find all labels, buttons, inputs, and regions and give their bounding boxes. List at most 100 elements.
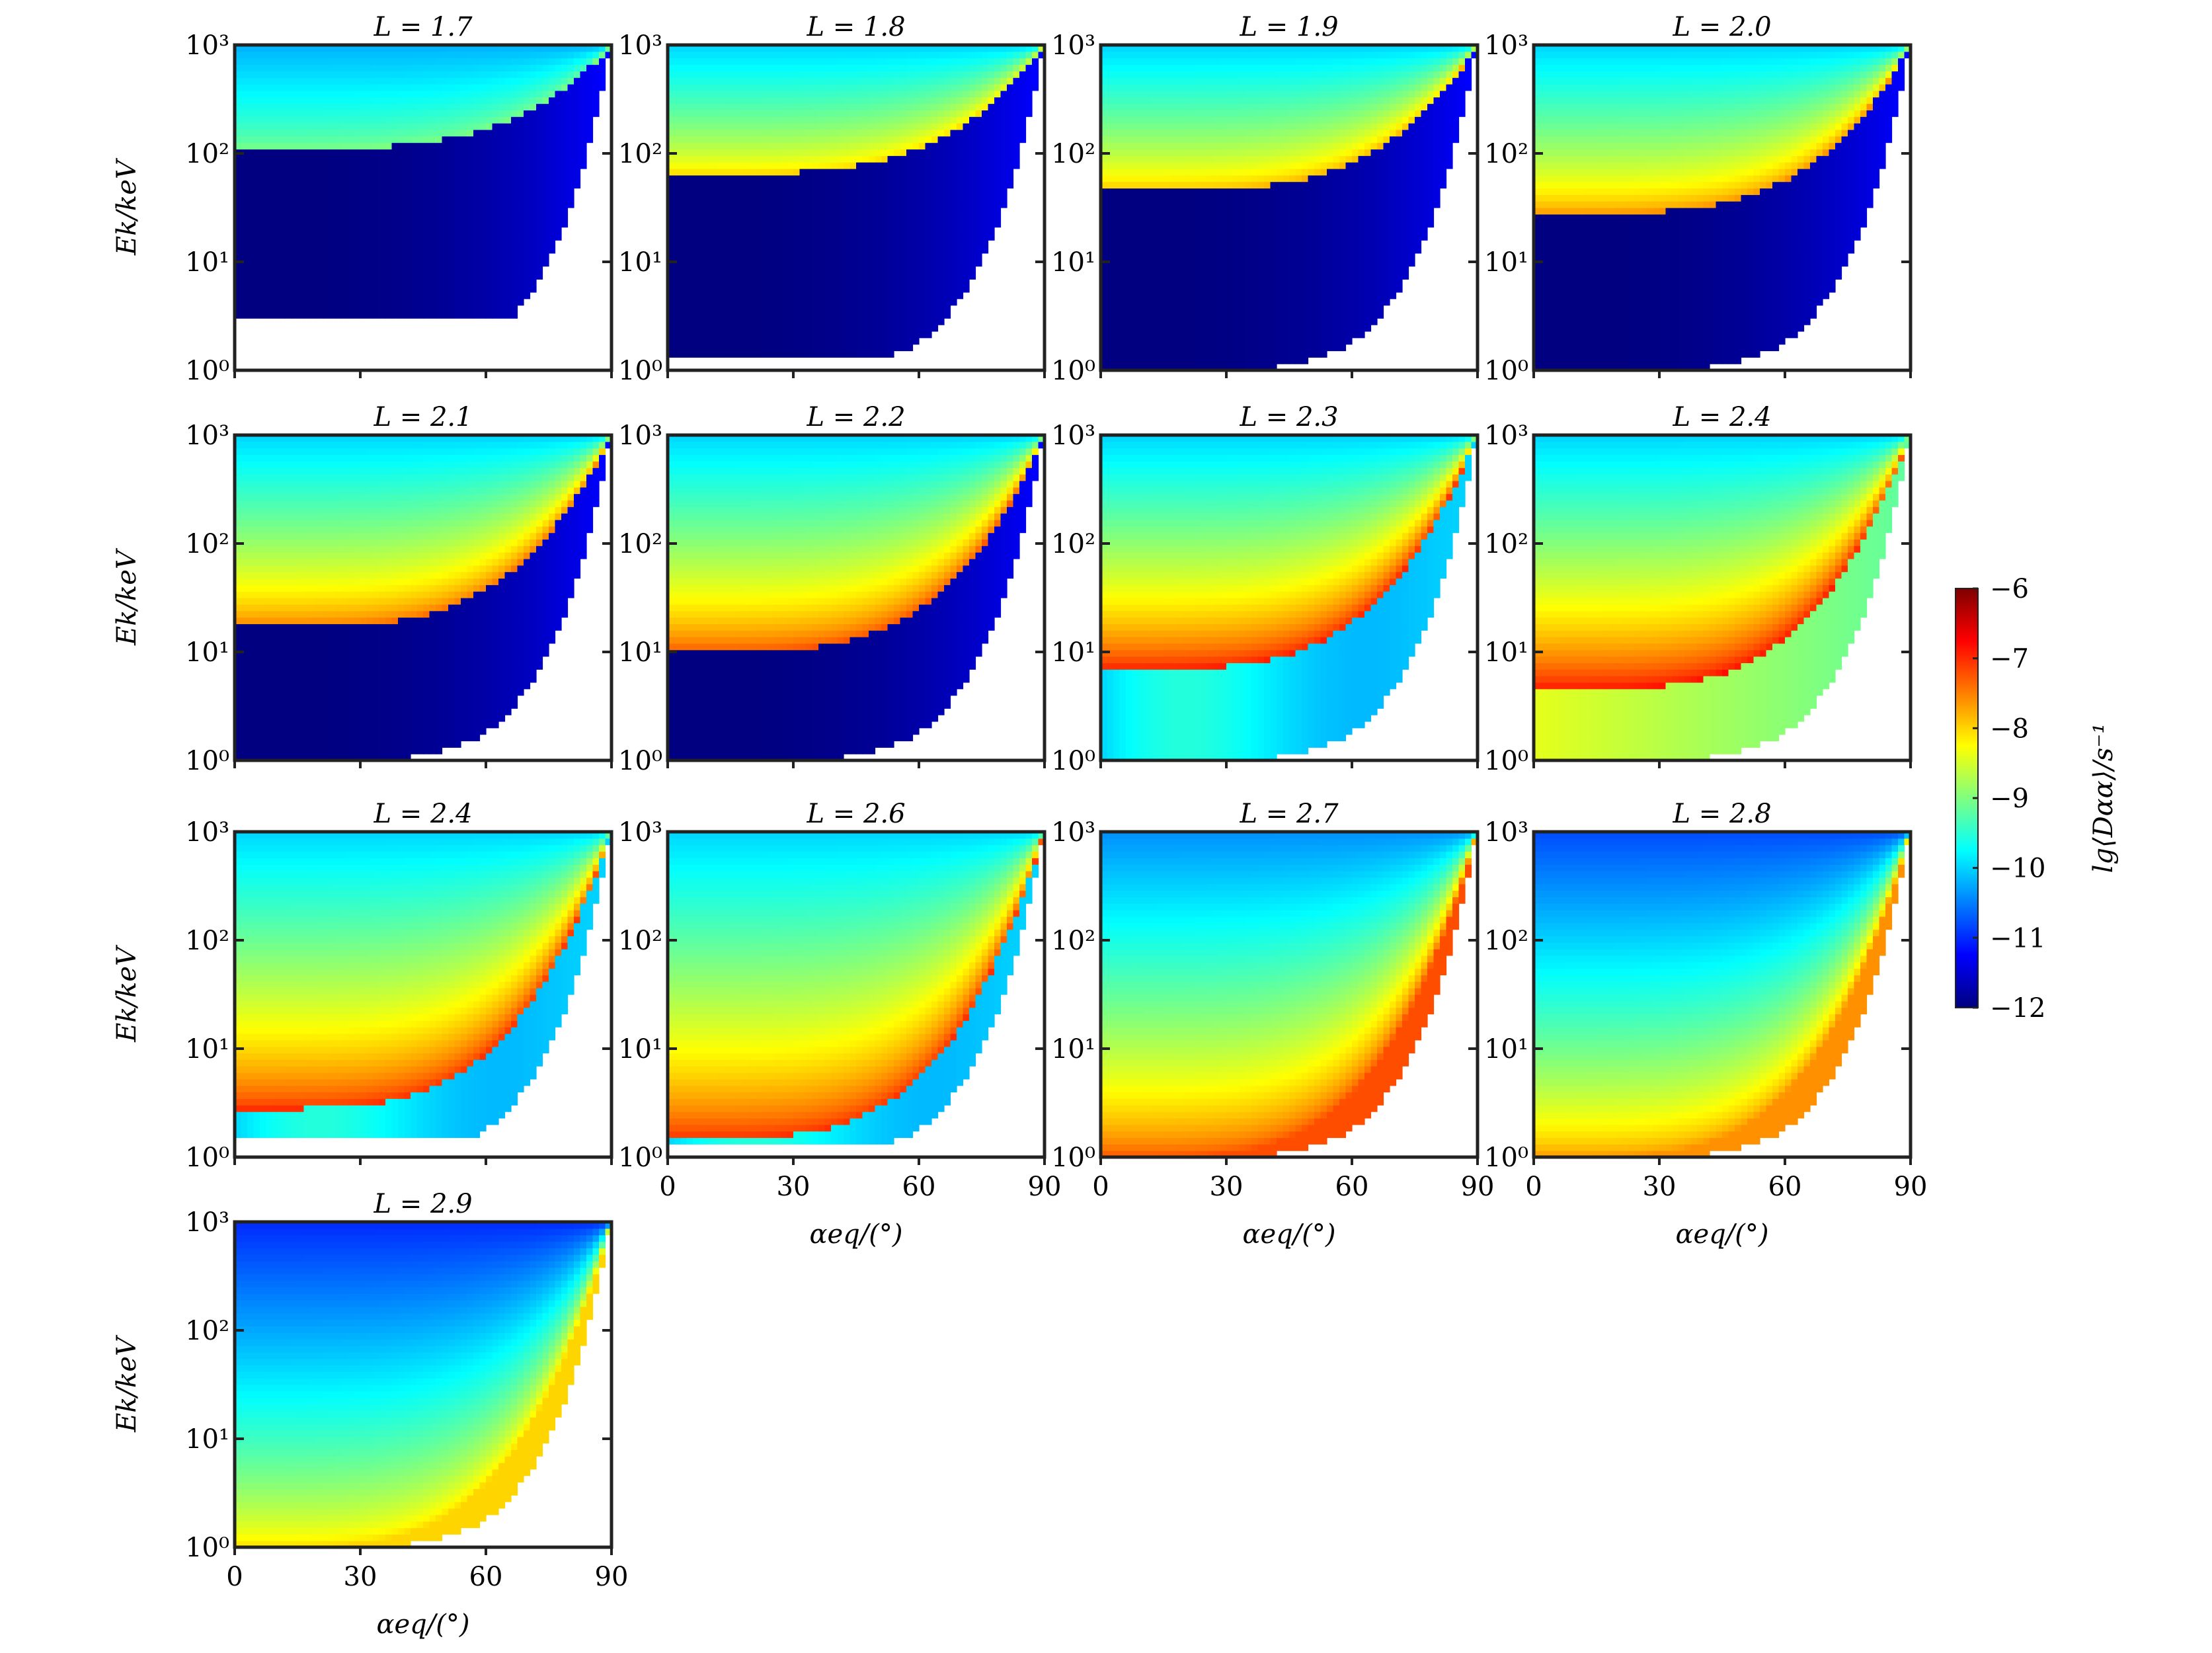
heatmap-cell — [354, 194, 361, 201]
heatmap-cell — [963, 175, 970, 182]
heatmap-cell — [335, 208, 342, 214]
heatmap-cell — [1026, 77, 1033, 84]
heatmap-cell — [398, 188, 405, 194]
heatmap-cell — [436, 110, 442, 116]
heatmap-cell — [881, 331, 888, 338]
heatmap-cell — [329, 260, 336, 266]
heatmap-cell — [976, 110, 982, 116]
heatmap-cell — [436, 247, 442, 253]
heatmap-cell — [1007, 52, 1013, 58]
heatmap-cell — [266, 169, 273, 175]
heatmap-cell — [323, 91, 329, 97]
heatmap-cell — [1120, 208, 1126, 214]
heatmap-cell — [888, 325, 894, 331]
heatmap-cell — [963, 182, 970, 188]
heatmap-cell — [900, 84, 907, 91]
heatmap-cell — [480, 233, 487, 240]
heatmap-cell — [423, 155, 430, 162]
heatmap-cell — [373, 253, 379, 260]
heatmap-cell — [731, 318, 737, 325]
heatmap-cell — [549, 123, 555, 130]
heatmap-cell — [367, 188, 374, 194]
heatmap-cell — [518, 149, 524, 155]
heatmap-cell — [674, 169, 681, 175]
heatmap-cell — [750, 350, 756, 357]
heatmap-cell — [756, 260, 762, 266]
heatmap-cell — [385, 104, 392, 110]
heatmap-cell — [360, 208, 367, 214]
heatmap-cell — [292, 71, 298, 77]
heatmap-cell — [254, 58, 260, 65]
heatmap-cell — [856, 123, 863, 130]
heatmap-cell — [938, 260, 945, 266]
heatmap-cell — [731, 221, 737, 227]
heatmap-cell — [473, 266, 480, 273]
heatmap-cell — [292, 221, 298, 227]
heatmap-cell — [392, 266, 399, 273]
heatmap-cell — [743, 208, 750, 214]
heatmap-cell — [743, 71, 750, 77]
heatmap-cell — [762, 104, 769, 110]
heatmap-cell — [272, 52, 279, 58]
heatmap-cell — [530, 136, 537, 143]
heatmap-cell — [712, 305, 719, 312]
heatmap-cell — [342, 116, 348, 123]
heatmap-cell — [756, 149, 762, 155]
heatmap-cell — [888, 130, 894, 136]
heatmap-cell — [737, 91, 744, 97]
heatmap-cell — [467, 182, 474, 188]
heatmap-cell — [881, 155, 888, 162]
heatmap-cell — [680, 201, 687, 208]
heatmap-cell — [241, 247, 248, 253]
heatmap-cell — [938, 299, 945, 305]
heatmap-cell — [335, 214, 342, 221]
heatmap-cell — [486, 286, 493, 292]
heatmap-cell — [731, 299, 737, 305]
heatmap-cell — [768, 208, 775, 214]
heatmap-cell — [957, 253, 963, 260]
heatmap-cell — [693, 214, 699, 221]
heatmap-cell — [894, 299, 900, 305]
heatmap-cell — [888, 175, 894, 182]
heatmap-cell — [856, 143, 863, 149]
heatmap-cell — [317, 65, 323, 71]
heatmap-cell — [436, 130, 442, 136]
heatmap-cell — [1007, 169, 1013, 175]
heatmap-cell — [329, 84, 336, 91]
heatmap-cell — [957, 292, 963, 299]
heatmap-cell — [944, 116, 951, 123]
heatmap-cell — [881, 338, 888, 344]
heatmap-cell — [1019, 110, 1026, 116]
heatmap-cell — [266, 253, 273, 260]
heatmap-cell — [1107, 344, 1114, 351]
heatmap-cell — [524, 188, 530, 194]
heatmap-cell — [461, 58, 467, 65]
heatmap-cell — [310, 272, 317, 279]
heatmap-cell — [448, 227, 455, 234]
heatmap-cell — [674, 110, 681, 116]
heatmap-cell — [725, 208, 731, 214]
heatmap-cell — [266, 123, 273, 130]
heatmap-cell — [1107, 65, 1114, 71]
heatmap-cell — [988, 136, 995, 143]
heatmap-cell — [838, 240, 844, 247]
heatmap-cell — [931, 162, 938, 169]
heatmap-cell — [731, 279, 737, 286]
heatmap-cell — [493, 188, 499, 194]
heatmap-cell — [743, 344, 750, 351]
heatmap-cell — [680, 227, 687, 234]
heatmap-cell — [743, 331, 750, 338]
heatmap-cell — [812, 143, 819, 149]
heatmap-cell — [825, 188, 832, 194]
heatmap-cell — [712, 182, 719, 188]
heatmap-cell — [944, 266, 951, 273]
heatmap-cell — [411, 208, 417, 214]
heatmap-cell — [894, 194, 900, 201]
heatmap-cell — [480, 214, 487, 221]
heatmap-cell — [285, 240, 292, 247]
heatmap-cell — [436, 253, 442, 260]
heatmap-cell — [247, 182, 254, 188]
heatmap-cell — [310, 208, 317, 214]
heatmap-cell — [982, 188, 988, 194]
heatmap-cell — [1001, 162, 1007, 169]
